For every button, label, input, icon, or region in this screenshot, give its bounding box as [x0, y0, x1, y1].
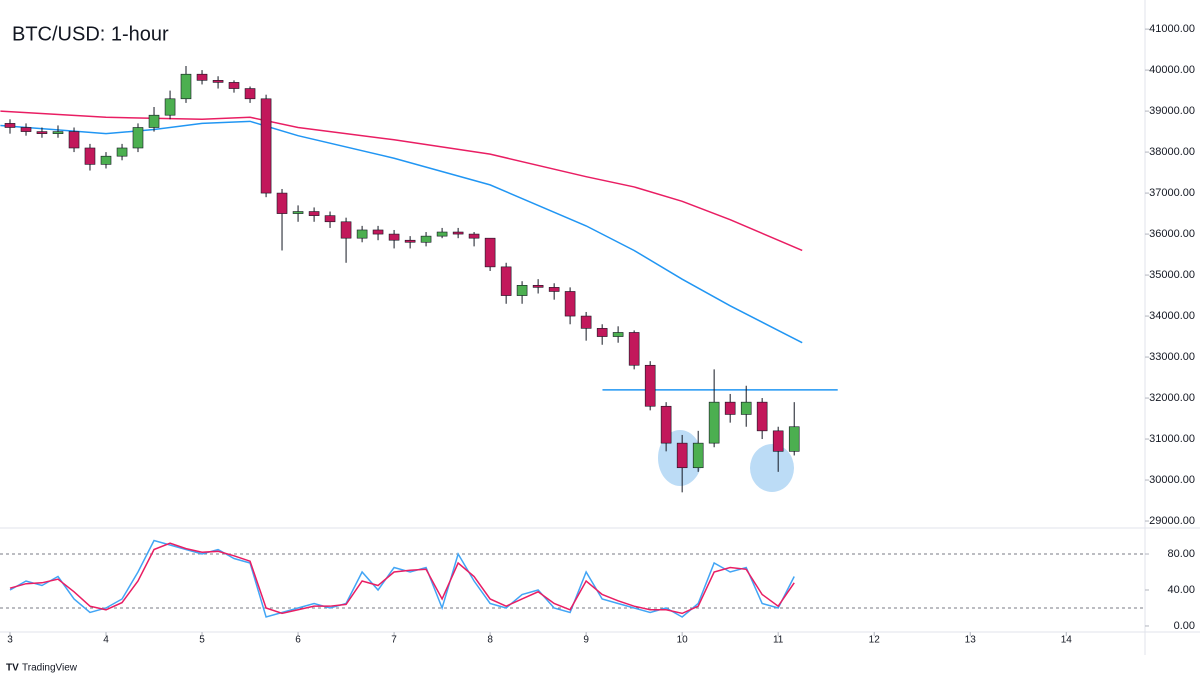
- candle-body: [580, 315, 592, 329]
- x-tick-label: 9: [583, 635, 589, 646]
- y-tick-label: 30000.00: [1149, 474, 1195, 486]
- candle-body: [436, 231, 448, 237]
- candle-body: [628, 332, 640, 366]
- candle-body: [4, 123, 16, 128]
- x-tick-label: 6: [295, 635, 301, 646]
- brand: TV: [6, 663, 19, 674]
- highlight: [750, 444, 794, 492]
- candle-body: [196, 73, 208, 81]
- candle-body: [228, 82, 240, 89]
- y-tick-label: 41000.00: [1149, 23, 1195, 35]
- candle-body: [772, 430, 784, 452]
- y-tick-label: 37000.00: [1149, 187, 1195, 199]
- candle-body: [20, 127, 32, 132]
- candle-body: [740, 401, 752, 415]
- candle-body: [356, 229, 368, 239]
- candle-body: [692, 442, 704, 469]
- y-tick-label: 35000.00: [1149, 269, 1195, 281]
- candle-body: [564, 291, 576, 317]
- x-tick-label: 8: [487, 635, 493, 646]
- candle-body: [324, 215, 336, 223]
- y-tick-label: 0.00: [1174, 620, 1195, 632]
- candle-body: [484, 237, 496, 268]
- candle-body: [292, 211, 304, 214]
- y-tick-label: 40000.00: [1149, 64, 1195, 76]
- y-tick-label: 33000.00: [1149, 351, 1195, 363]
- candle-body: [340, 221, 352, 239]
- candle-body: [756, 401, 768, 432]
- candle-body: [420, 235, 432, 243]
- brand: TradingView: [22, 663, 78, 674]
- candle-body: [644, 364, 656, 407]
- y-tick-label: 32000.00: [1149, 392, 1195, 404]
- moving-average: [0, 120, 803, 344]
- y-tick-label: 39000.00: [1149, 105, 1195, 117]
- candle-body: [164, 98, 176, 116]
- candle-body: [724, 401, 736, 415]
- y-tick-label: 31000.00: [1149, 433, 1195, 445]
- stochastic-line: [9, 542, 795, 615]
- candle-body: [612, 332, 624, 337]
- chart-title: BTC/USD: 1-hour: [12, 23, 169, 45]
- x-tick-label: 3: [7, 635, 13, 646]
- stochastic-line: [9, 539, 795, 618]
- y-tick-label: 38000.00: [1149, 146, 1195, 158]
- candle-body: [708, 401, 720, 444]
- candle-body: [452, 231, 464, 235]
- y-tick-label: 34000.00: [1149, 310, 1195, 322]
- candle-body: [244, 88, 256, 100]
- x-tick-label: 13: [965, 635, 977, 646]
- candle-body: [132, 127, 144, 149]
- candle-body: [180, 73, 192, 100]
- candle-body: [84, 147, 96, 165]
- candle-body: [388, 233, 400, 241]
- candle-body: [548, 287, 560, 292]
- y-tick-label: 40.00: [1167, 584, 1195, 596]
- candle-body: [788, 426, 800, 452]
- candle-body: [52, 131, 64, 134]
- y-tick-label: 36000.00: [1149, 228, 1195, 240]
- candle-body: [148, 114, 160, 128]
- x-tick-label: 11: [773, 635, 784, 646]
- y-tick-label: 80.00: [1167, 548, 1195, 560]
- candle-body: [36, 131, 48, 134]
- x-tick-label: 10: [677, 635, 689, 646]
- x-tick-label: 12: [869, 635, 881, 646]
- x-tick-label: 14: [1061, 635, 1073, 646]
- x-tick-label: 7: [391, 635, 397, 646]
- candle-body: [276, 192, 288, 214]
- candle-body: [68, 131, 80, 149]
- candle-body: [596, 328, 608, 337]
- candle-body: [468, 233, 480, 239]
- candle-body: [100, 155, 112, 165]
- x-tick-label: 4: [103, 635, 109, 646]
- candle-body: [372, 229, 384, 235]
- candle-body: [660, 405, 672, 444]
- candle-body: [404, 239, 416, 243]
- candle-body: [500, 266, 512, 296]
- candle-body: [516, 285, 528, 296]
- candle-body: [676, 442, 688, 469]
- candle-body: [260, 98, 272, 194]
- candle-body: [116, 147, 128, 157]
- y-tick-label: 29000.00: [1149, 515, 1195, 527]
- candle-body: [532, 285, 544, 288]
- x-tick-label: 5: [199, 635, 205, 646]
- moving-average: [0, 110, 803, 252]
- candle-body: [212, 80, 224, 83]
- candle-body: [308, 211, 320, 216]
